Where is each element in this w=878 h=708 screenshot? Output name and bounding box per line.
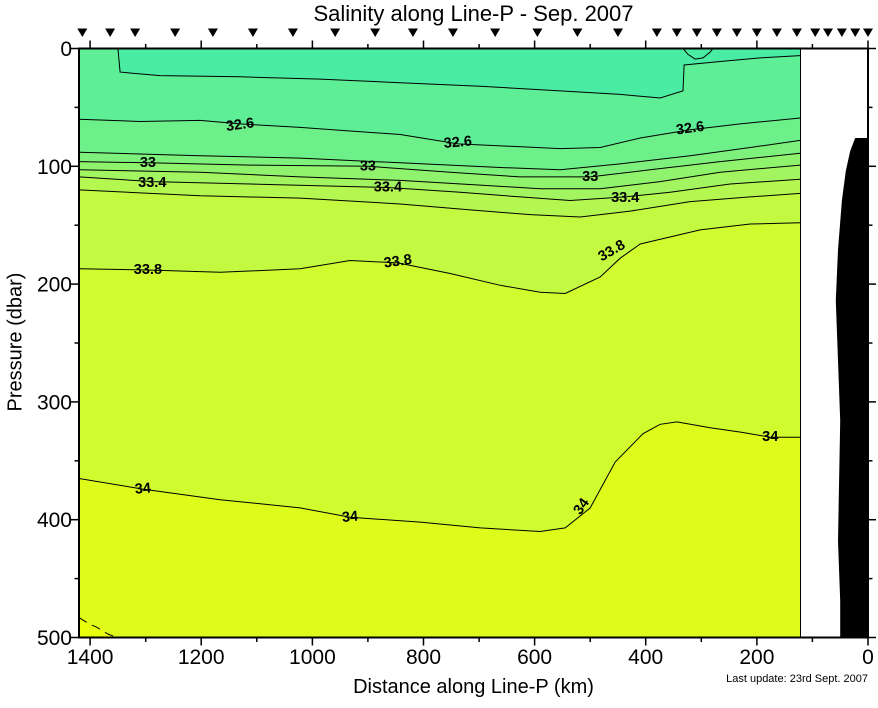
station-marker: [822, 28, 833, 37]
band-fill-below-34.2: [79, 617, 117, 638]
axis-ticks: [71, 40, 876, 646]
contour-line-34.2: [79, 617, 117, 638]
station-marker: [791, 28, 802, 37]
station-marker: [532, 28, 543, 37]
contour-line-33.6: [79, 189, 801, 218]
station-marker: [105, 28, 116, 37]
contour-label: 33: [582, 169, 598, 185]
contour-label: 34: [571, 496, 593, 518]
band-fills: [79, 48, 801, 638]
band-fill-below-34: [79, 421, 801, 638]
station-marker: [287, 28, 298, 37]
station-marker: [490, 28, 501, 37]
y-tick-label: 100: [37, 156, 72, 179]
contour-line-32.4: [79, 48, 801, 99]
contour-label: 33.4: [138, 175, 166, 191]
contour-label: 32.6: [225, 115, 255, 135]
plot-title: Salinity along Line-P - Sep. 2007: [313, 1, 634, 26]
station-marker: [612, 28, 623, 37]
x-tick-label: 1400: [67, 646, 114, 669]
station-marker: [407, 28, 418, 37]
x-tick-label: 200: [739, 646, 774, 669]
y-tick-label: 300: [37, 391, 72, 414]
y-tick-labels: 0 100 200 300 400 500: [37, 38, 72, 650]
contour-label: 33: [360, 158, 376, 174]
station-marker: [651, 28, 662, 37]
x-tick-label: 1000: [289, 646, 336, 669]
contour-label: 34: [341, 509, 358, 526]
contour-label: 34: [134, 480, 151, 497]
contour-line-33.4: [79, 176, 801, 202]
update-note: Last update: 23rd Sept. 2007: [726, 673, 868, 685]
station-marker: [77, 28, 88, 37]
station-marker: [370, 28, 381, 37]
x-tick-label: 1200: [178, 646, 225, 669]
contour-line-32.8: [79, 139, 801, 171]
contour-line-33: [79, 152, 801, 178]
contour-line-33.2: [79, 164, 801, 190]
contour-line-32.6: [79, 117, 801, 150]
y-tick-label: 200: [37, 274, 72, 297]
x-tick-label: 800: [406, 646, 441, 669]
station-marker: [691, 28, 702, 37]
station-marker: [850, 28, 861, 37]
y-tick-label: 500: [37, 627, 72, 650]
x-tick-label: 600: [517, 646, 552, 669]
station-marker: [447, 28, 458, 37]
station-marker: [771, 28, 782, 37]
station-marker: [330, 28, 341, 37]
contour-label: 34: [762, 429, 778, 445]
station-marker: [731, 28, 742, 37]
station-marker: [671, 28, 682, 37]
x-axis-title: Distance along Line-P (km): [353, 676, 594, 698]
station-markers: [77, 28, 873, 37]
station-marker: [207, 28, 218, 37]
station-marker: [130, 28, 141, 37]
station-marker: [863, 28, 873, 37]
y-tick-label: 400: [37, 509, 72, 532]
station-marker: [751, 28, 762, 37]
station-marker: [247, 28, 258, 37]
contour-label: 32.6: [675, 119, 705, 139]
x-tick-label: 0: [862, 646, 874, 669]
contour-label: 32.6: [443, 134, 473, 152]
contour-label: 33.4: [611, 190, 639, 206]
station-marker: [572, 28, 583, 37]
contour-line-surface-dip: [682, 48, 714, 60]
contour-line-34: [79, 421, 801, 533]
contour-lines: [79, 48, 801, 638]
contour-label: 33.8: [134, 262, 162, 278]
station-marker: [836, 28, 847, 37]
contour-label: 33: [140, 155, 156, 171]
x-tick-label: 400: [628, 646, 663, 669]
station-marker: [170, 28, 181, 37]
contour-line-33.8: [79, 222, 801, 295]
bathymetry-silhouette: [835, 138, 868, 638]
x-tick-labels: 1400 1200 1000 800 600 400 200 0: [67, 646, 874, 669]
y-axis-title: Pressure (dbar): [4, 272, 27, 412]
contour-label: 33.4: [374, 180, 402, 196]
y-tick-label: 0: [60, 38, 72, 61]
station-marker: [711, 28, 722, 37]
station-marker: [810, 28, 821, 37]
contour-label: 33.8: [383, 252, 413, 272]
